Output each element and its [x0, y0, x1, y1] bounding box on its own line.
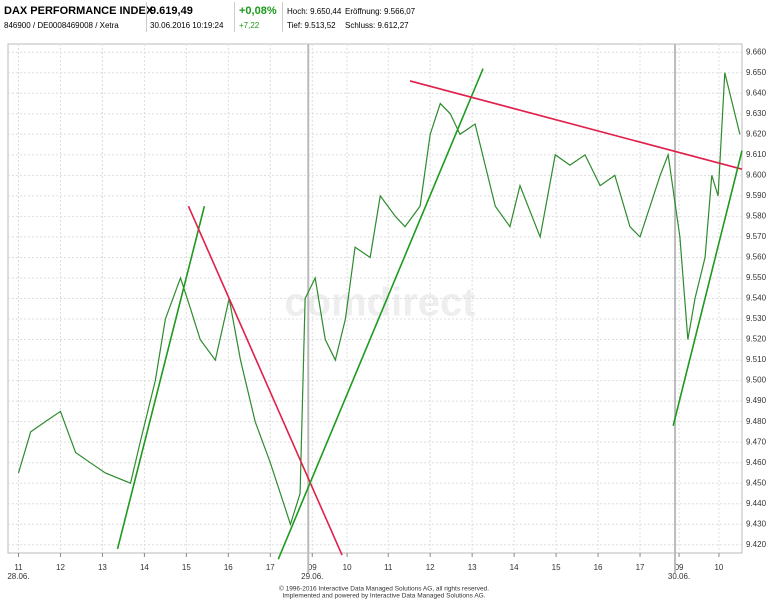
date-label: 28.06.: [7, 572, 29, 581]
timestamp: 30.06.2016 10:19:24: [150, 21, 224, 30]
y-tick-label: 9.650: [746, 68, 767, 77]
y-tick-label: 9.500: [746, 376, 767, 385]
date-label: 30.06.: [668, 572, 690, 581]
y-tick-label: 9.580: [746, 212, 767, 221]
x-tick-label: 15: [552, 563, 561, 572]
y-tick-label: 9.560: [746, 253, 767, 262]
y-tick-label: 9.610: [746, 150, 767, 159]
y-tick-label: 9.490: [746, 396, 767, 405]
x-tick-label: 16: [224, 563, 233, 572]
y-tick-label: 9.630: [746, 109, 767, 118]
divider: [146, 2, 147, 32]
y-tick-label: 9.470: [746, 437, 767, 446]
trend-line: [277, 68, 484, 560]
x-tick-label: 11: [14, 563, 23, 572]
y-tick-label: 9.530: [746, 314, 767, 323]
x-tick-label: 11: [384, 563, 393, 572]
close: Schluss: 9.612,27: [345, 21, 409, 30]
x-tick-label: 15: [182, 563, 191, 572]
trend-line: [116, 205, 206, 550]
y-tick-label: 9.570: [746, 232, 767, 241]
credit: Implemented and powered by Interactive D…: [282, 593, 485, 600]
header: DAX PERFORMANCE INDEX 846900 / DE0008469…: [0, 0, 768, 36]
y-tick-label: 9.480: [746, 417, 767, 426]
low: Tief: 9.513,52: [287, 21, 336, 30]
trend-line: [409, 80, 743, 170]
y-tick-label: 9.600: [746, 170, 767, 179]
y-tick-label: 9.420: [746, 540, 767, 549]
x-tick-label: 17: [266, 563, 275, 572]
y-tick-label: 9.540: [746, 294, 767, 303]
y-tick-label: 9.620: [746, 129, 767, 138]
divider: [234, 2, 235, 32]
divider: [282, 2, 283, 32]
x-tick-label: 12: [426, 563, 435, 572]
y-tick-label: 9.430: [746, 519, 767, 528]
index-name: DAX PERFORMANCE INDEX: [4, 5, 154, 17]
x-tick-label: 10: [714, 563, 723, 572]
price: 9.619,49: [150, 5, 193, 17]
y-tick-label: 9.460: [746, 458, 767, 467]
y-tick-label: 9.640: [746, 88, 767, 97]
trend-line: [187, 205, 343, 556]
isin: 846900 / DE0008469008 / Xetra: [4, 21, 119, 30]
high: Hoch: 9.650,44: [287, 7, 342, 16]
x-tick-label: 17: [636, 563, 645, 572]
open: Eröffnung: 9.566,07: [345, 7, 416, 16]
price-line: [17, 72, 741, 527]
y-tick-label: 9.510: [746, 355, 767, 364]
change-abs: +7,22: [239, 21, 260, 30]
y-tick-label: 9.550: [746, 273, 767, 282]
y-tick-label: 9.440: [746, 499, 767, 508]
y-tick-label: 9.590: [746, 191, 767, 200]
x-tick-label: 12: [56, 563, 65, 572]
date-label: 29.06.: [301, 572, 323, 581]
x-tick-label: 10: [343, 563, 352, 572]
x-tick-label: 14: [510, 563, 519, 572]
copyright: © 1996-2016 Interactive Data Managed Sol…: [279, 585, 489, 593]
x-tick-label: 13: [468, 563, 477, 572]
watermark: comdirect: [284, 281, 475, 325]
y-tick-label: 9.520: [746, 335, 767, 344]
x-tick-label: 16: [594, 563, 603, 572]
x-tick-label: 14: [140, 563, 149, 572]
trend-line: [672, 150, 743, 426]
x-tick-label: 09: [675, 563, 684, 572]
y-tick-label: 9.660: [746, 47, 767, 56]
y-tick-label: 9.450: [746, 478, 767, 487]
change-pct: +0,08%: [239, 5, 277, 17]
x-tick-label: 09: [308, 563, 317, 572]
x-tick-label: 13: [98, 563, 107, 572]
